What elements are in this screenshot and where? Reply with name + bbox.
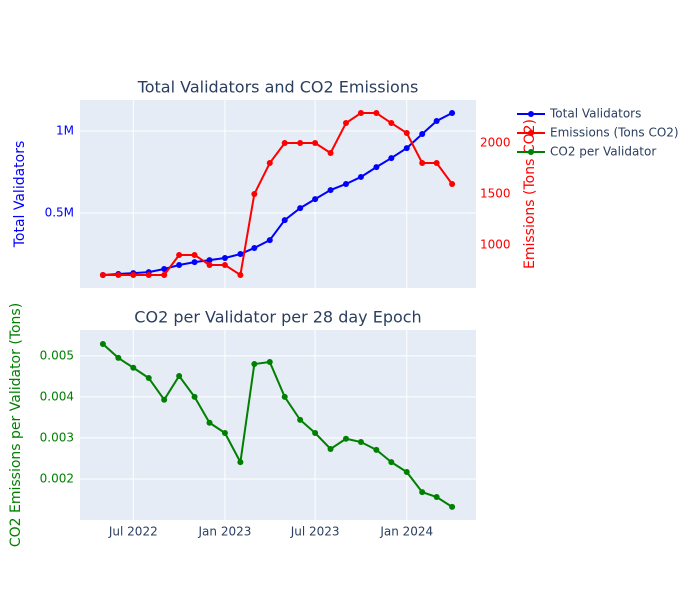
point (99, 340, 106, 347)
point (161, 265, 168, 272)
legend-label: Emissions (Tons CO2) (550, 126, 679, 140)
point (237, 251, 244, 258)
point (357, 173, 364, 180)
y-axis-title: Total Validators (12, 141, 28, 249)
y-tick-label: 1M (56, 124, 74, 138)
y-axis-title: CO2 Emissions per Validator (Tons) (8, 303, 24, 547)
point (281, 140, 288, 147)
point (373, 446, 380, 453)
point (161, 271, 168, 278)
point (403, 145, 410, 152)
point (297, 140, 304, 147)
legend-marker (528, 149, 534, 155)
point (297, 416, 304, 423)
point (388, 120, 395, 127)
plot-area (80, 100, 476, 288)
point (342, 180, 349, 187)
point (433, 494, 440, 501)
point (251, 244, 258, 251)
point (176, 372, 183, 379)
y2-tick-label: 1500 (480, 187, 511, 201)
point (191, 393, 198, 400)
point (237, 459, 244, 466)
point (327, 187, 334, 194)
point (281, 393, 288, 400)
point (373, 110, 380, 117)
y-tick-label: 0.003 (40, 430, 74, 444)
point (251, 191, 258, 197)
point (388, 459, 395, 466)
point (266, 237, 273, 244)
point (221, 261, 228, 268)
point (327, 150, 334, 157)
point (115, 354, 122, 361)
point (403, 130, 410, 137)
point (342, 435, 349, 442)
point (99, 271, 106, 278)
point (312, 140, 319, 147)
x-tick-label: Jul 2022 (108, 525, 158, 539)
point (403, 468, 410, 475)
y2-axis-title: Emissions (Tons CO2) (522, 119, 538, 269)
chart-title: CO2 per Validator per 28 day Epoch (134, 308, 421, 327)
legend-label: Total Validators (549, 107, 641, 121)
point (312, 196, 319, 203)
legend-marker (528, 130, 534, 136)
x-tick-label: Jan 2023 (198, 525, 252, 539)
x-tick-label: Jan 2024 (379, 525, 433, 539)
point (145, 375, 152, 382)
point (342, 120, 349, 127)
point (281, 217, 288, 224)
y2-tick-label: 2000 (480, 136, 511, 150)
y-tick-label: 0.004 (40, 389, 74, 403)
point (115, 271, 122, 278)
y2-tick-label: 1000 (480, 237, 511, 251)
series-line (102, 343, 453, 508)
point (419, 160, 426, 167)
point (312, 430, 319, 437)
point (145, 271, 152, 278)
point (251, 361, 258, 368)
point (191, 259, 198, 266)
y-tick-label: 0.5M (45, 206, 74, 220)
point (206, 257, 213, 264)
point (176, 251, 183, 258)
legend-label: CO2 per Validator (550, 145, 656, 159)
point (419, 130, 426, 137)
point (433, 160, 440, 167)
point (130, 271, 137, 278)
point (373, 164, 380, 171)
y-tick-label: 0.002 (40, 471, 74, 485)
point (266, 359, 273, 366)
y-tick-label: 0.005 (40, 348, 74, 362)
point (191, 251, 198, 258)
plot-area (80, 330, 476, 520)
point (130, 364, 137, 371)
point (449, 181, 456, 188)
point (357, 439, 364, 446)
point (449, 503, 456, 510)
point (206, 261, 213, 268)
point (237, 271, 244, 278)
point (433, 117, 440, 124)
point (419, 489, 426, 496)
point (176, 262, 183, 269)
x-tick-label: Jul 2023 (290, 525, 340, 539)
point (449, 109, 456, 116)
point (388, 155, 395, 162)
chart-title: Total Validators and CO2 Emissions (137, 78, 419, 97)
point (327, 446, 334, 453)
legend-marker (528, 111, 534, 117)
point (357, 110, 364, 117)
point (161, 396, 168, 403)
point (206, 419, 213, 426)
point (221, 430, 228, 437)
point (297, 205, 304, 212)
point (221, 254, 228, 261)
point (266, 160, 273, 167)
